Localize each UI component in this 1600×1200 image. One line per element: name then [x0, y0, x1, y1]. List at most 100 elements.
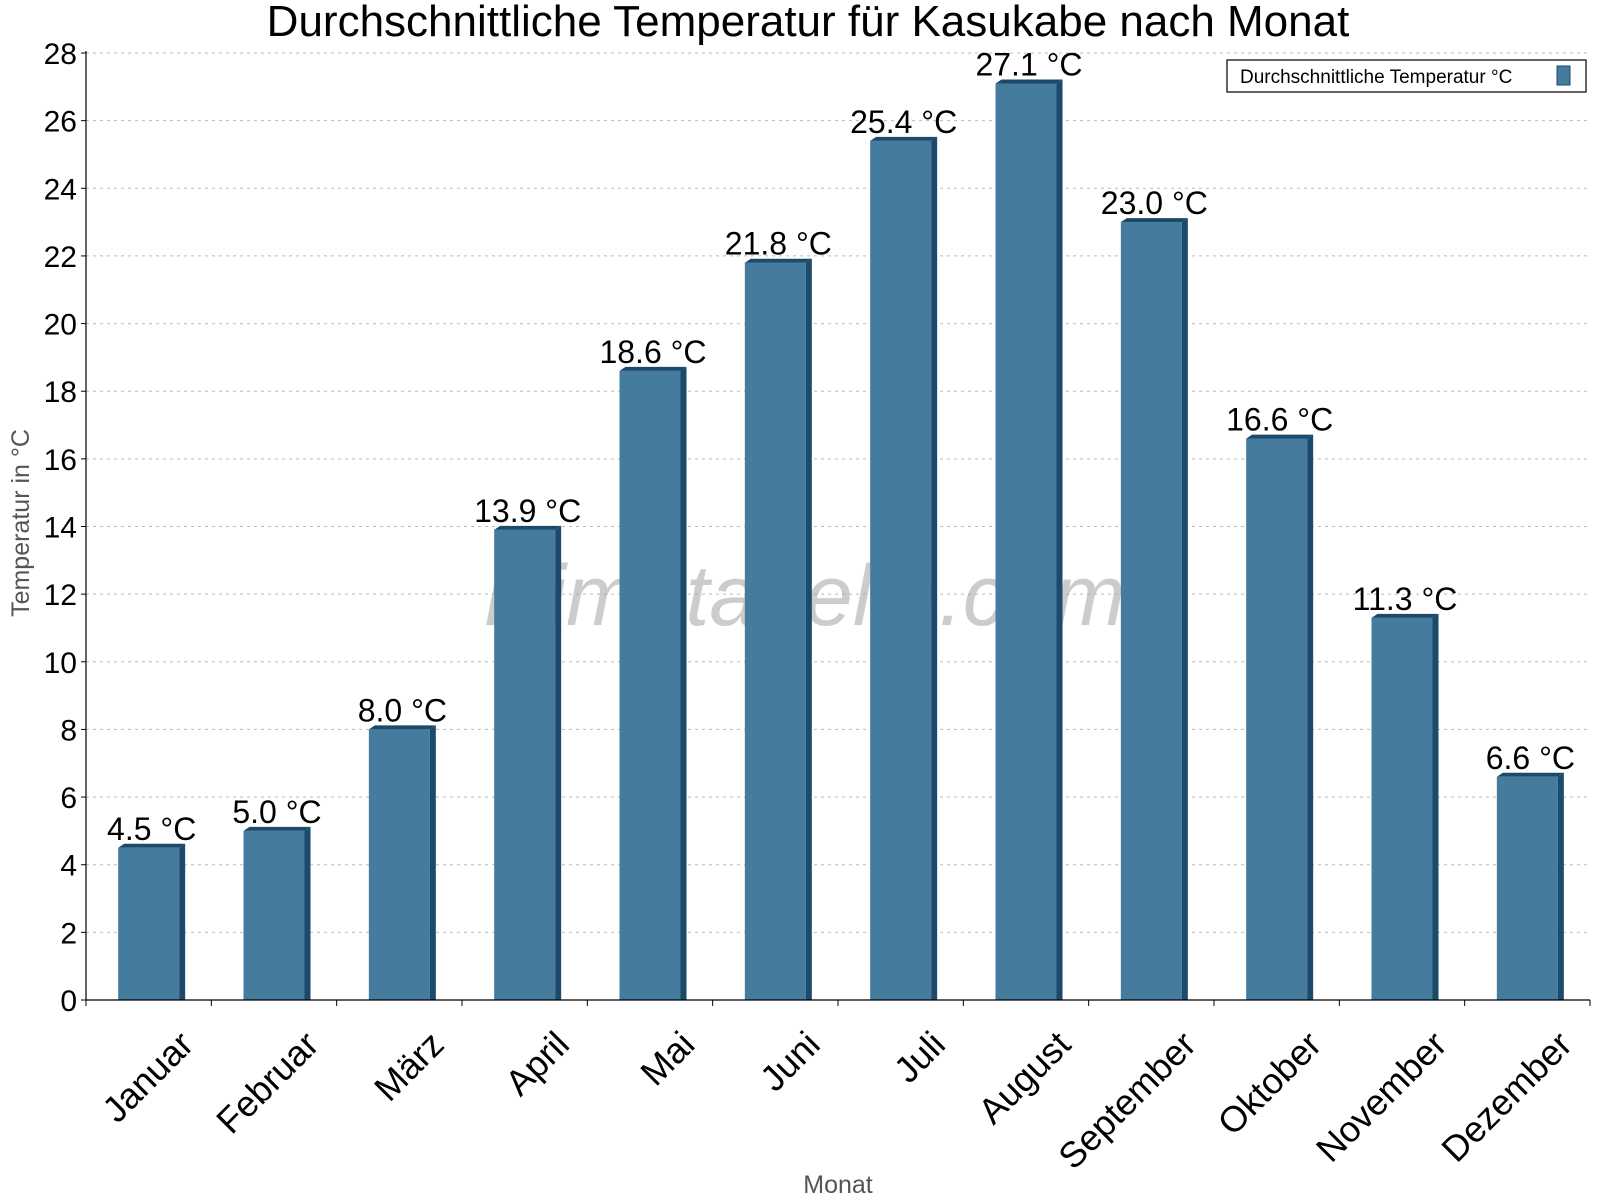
y-tick-label: 0 — [60, 985, 77, 1018]
x-tick-label: August — [970, 1023, 1078, 1131]
bar-top — [995, 79, 1063, 84]
bar-top — [1371, 613, 1439, 618]
y-tick-label: 28 — [44, 38, 77, 71]
bar-top — [118, 843, 186, 848]
bar-november — [1371, 613, 1439, 1000]
y-axis-title: Temperatur in °C — [7, 429, 35, 617]
y-tick-label: 20 — [44, 309, 77, 342]
bar-top — [1246, 434, 1314, 439]
bar-side — [1432, 613, 1439, 1000]
data-label: 13.9 °C — [474, 493, 581, 529]
bar-top — [1120, 218, 1188, 223]
bar-side — [680, 366, 687, 1001]
bar-juli — [870, 136, 938, 1000]
x-tick-label: Juli — [886, 1023, 953, 1090]
bar-top — [494, 525, 562, 530]
bar-face — [1120, 222, 1182, 1000]
data-label: 8.0 °C — [358, 692, 447, 728]
data-label: 6.6 °C — [1486, 740, 1575, 776]
bar-top — [1496, 772, 1564, 777]
legend-label: Durchschnittliche Temperatur °C — [1240, 67, 1512, 88]
bar-side — [179, 843, 186, 1000]
y-tick-label: 16 — [44, 444, 77, 477]
y-tick-label: 8 — [60, 714, 77, 747]
data-labels: 4.5 °C 5.0 °C 8.0 °C 13.9 °C 18.6 °C 21.8 °C 2… — [107, 46, 1575, 846]
bar-side — [1056, 79, 1063, 1001]
bar-side — [805, 258, 812, 1000]
bar-face — [118, 847, 180, 1000]
x-tick-label: Juni — [752, 1023, 828, 1099]
y-tick-label: 4 — [60, 850, 77, 883]
x-axis-title: Monat — [803, 1171, 873, 1199]
bar-face — [494, 529, 556, 1000]
bar-side — [1181, 218, 1188, 1000]
x-tick-label: Februar — [208, 1023, 326, 1141]
bar-side — [555, 525, 562, 1000]
x-tick-label: März — [366, 1023, 452, 1109]
bar-april — [494, 525, 562, 1000]
x-tick-label: Januar — [94, 1023, 201, 1130]
data-label: 16.6 °C — [1226, 402, 1333, 438]
bar-top — [243, 826, 311, 831]
bar-face — [1371, 617, 1433, 1000]
bar-side — [304, 826, 311, 1000]
bar-top — [870, 136, 938, 141]
bar-märz — [368, 725, 436, 1000]
data-label: 27.1 °C — [975, 46, 1082, 82]
x-tick-label: September — [1050, 1023, 1204, 1177]
bar-januar — [118, 843, 186, 1000]
bar-side — [1557, 772, 1564, 1000]
data-label: 11.3 °C — [1353, 581, 1458, 617]
x-tick-label: Mai — [632, 1023, 702, 1093]
x-tick-labels: Januar Februar März April Mai Juni Juli AugustS… — [94, 1023, 1580, 1177]
x-tick-label: April — [497, 1023, 577, 1103]
y-tick-label: 6 — [60, 782, 77, 815]
y-tick-label: 10 — [44, 647, 77, 680]
bar-side — [1307, 434, 1314, 1000]
bar-face — [243, 830, 305, 1000]
x-tick-label: Dezember — [1433, 1023, 1579, 1169]
legend: Durchschnittliche Temperatur °C — [1226, 59, 1587, 93]
bar-face — [870, 140, 932, 1000]
bar-mai — [619, 366, 687, 1001]
legend-box — [1226, 59, 1587, 93]
data-label: 4.5 °C — [107, 811, 196, 847]
legend-swatch — [1556, 65, 1571, 86]
bar-september — [1120, 218, 1188, 1000]
bar-side — [931, 136, 938, 1000]
chart-title: Durchschnittliche Temperatur für Kasukab… — [267, 0, 1350, 46]
bar-face — [368, 729, 430, 1000]
x-tick-label: Oktober — [1209, 1023, 1329, 1143]
bar-face — [995, 83, 1057, 1001]
bar-top — [619, 366, 687, 371]
bar-face — [619, 370, 681, 1001]
bar-face — [1496, 776, 1558, 1000]
y-tick-label: 18 — [44, 376, 77, 409]
data-label: 23.0 °C — [1101, 185, 1208, 221]
y-tick-label: 22 — [44, 241, 77, 274]
bar-august — [995, 79, 1063, 1001]
bar-top — [368, 725, 436, 730]
grid-lines — [86, 52, 1590, 933]
bar-face — [744, 262, 806, 1000]
data-label: 18.6 °C — [599, 334, 706, 370]
x-tick-label: November — [1308, 1023, 1454, 1169]
bar-oktober — [1246, 434, 1314, 1000]
y-tick-label: 12 — [44, 579, 77, 612]
bar-februar — [243, 826, 311, 1000]
data-label: 5.0 °C — [232, 794, 321, 830]
data-label: 25.4 °C — [850, 104, 957, 140]
y-tick-label: 14 — [44, 512, 77, 545]
bar-dezember — [1496, 772, 1564, 1000]
bar-top — [744, 258, 812, 263]
data-label: 21.8 °C — [725, 226, 832, 262]
bar-juni — [744, 258, 812, 1000]
bar-face — [1246, 438, 1308, 1000]
y-tick-label: 26 — [44, 106, 77, 139]
bar-side — [429, 725, 436, 1000]
y-tick-label: 24 — [44, 173, 77, 206]
bars — [118, 79, 1564, 1001]
y-tick-label: 2 — [60, 917, 77, 950]
